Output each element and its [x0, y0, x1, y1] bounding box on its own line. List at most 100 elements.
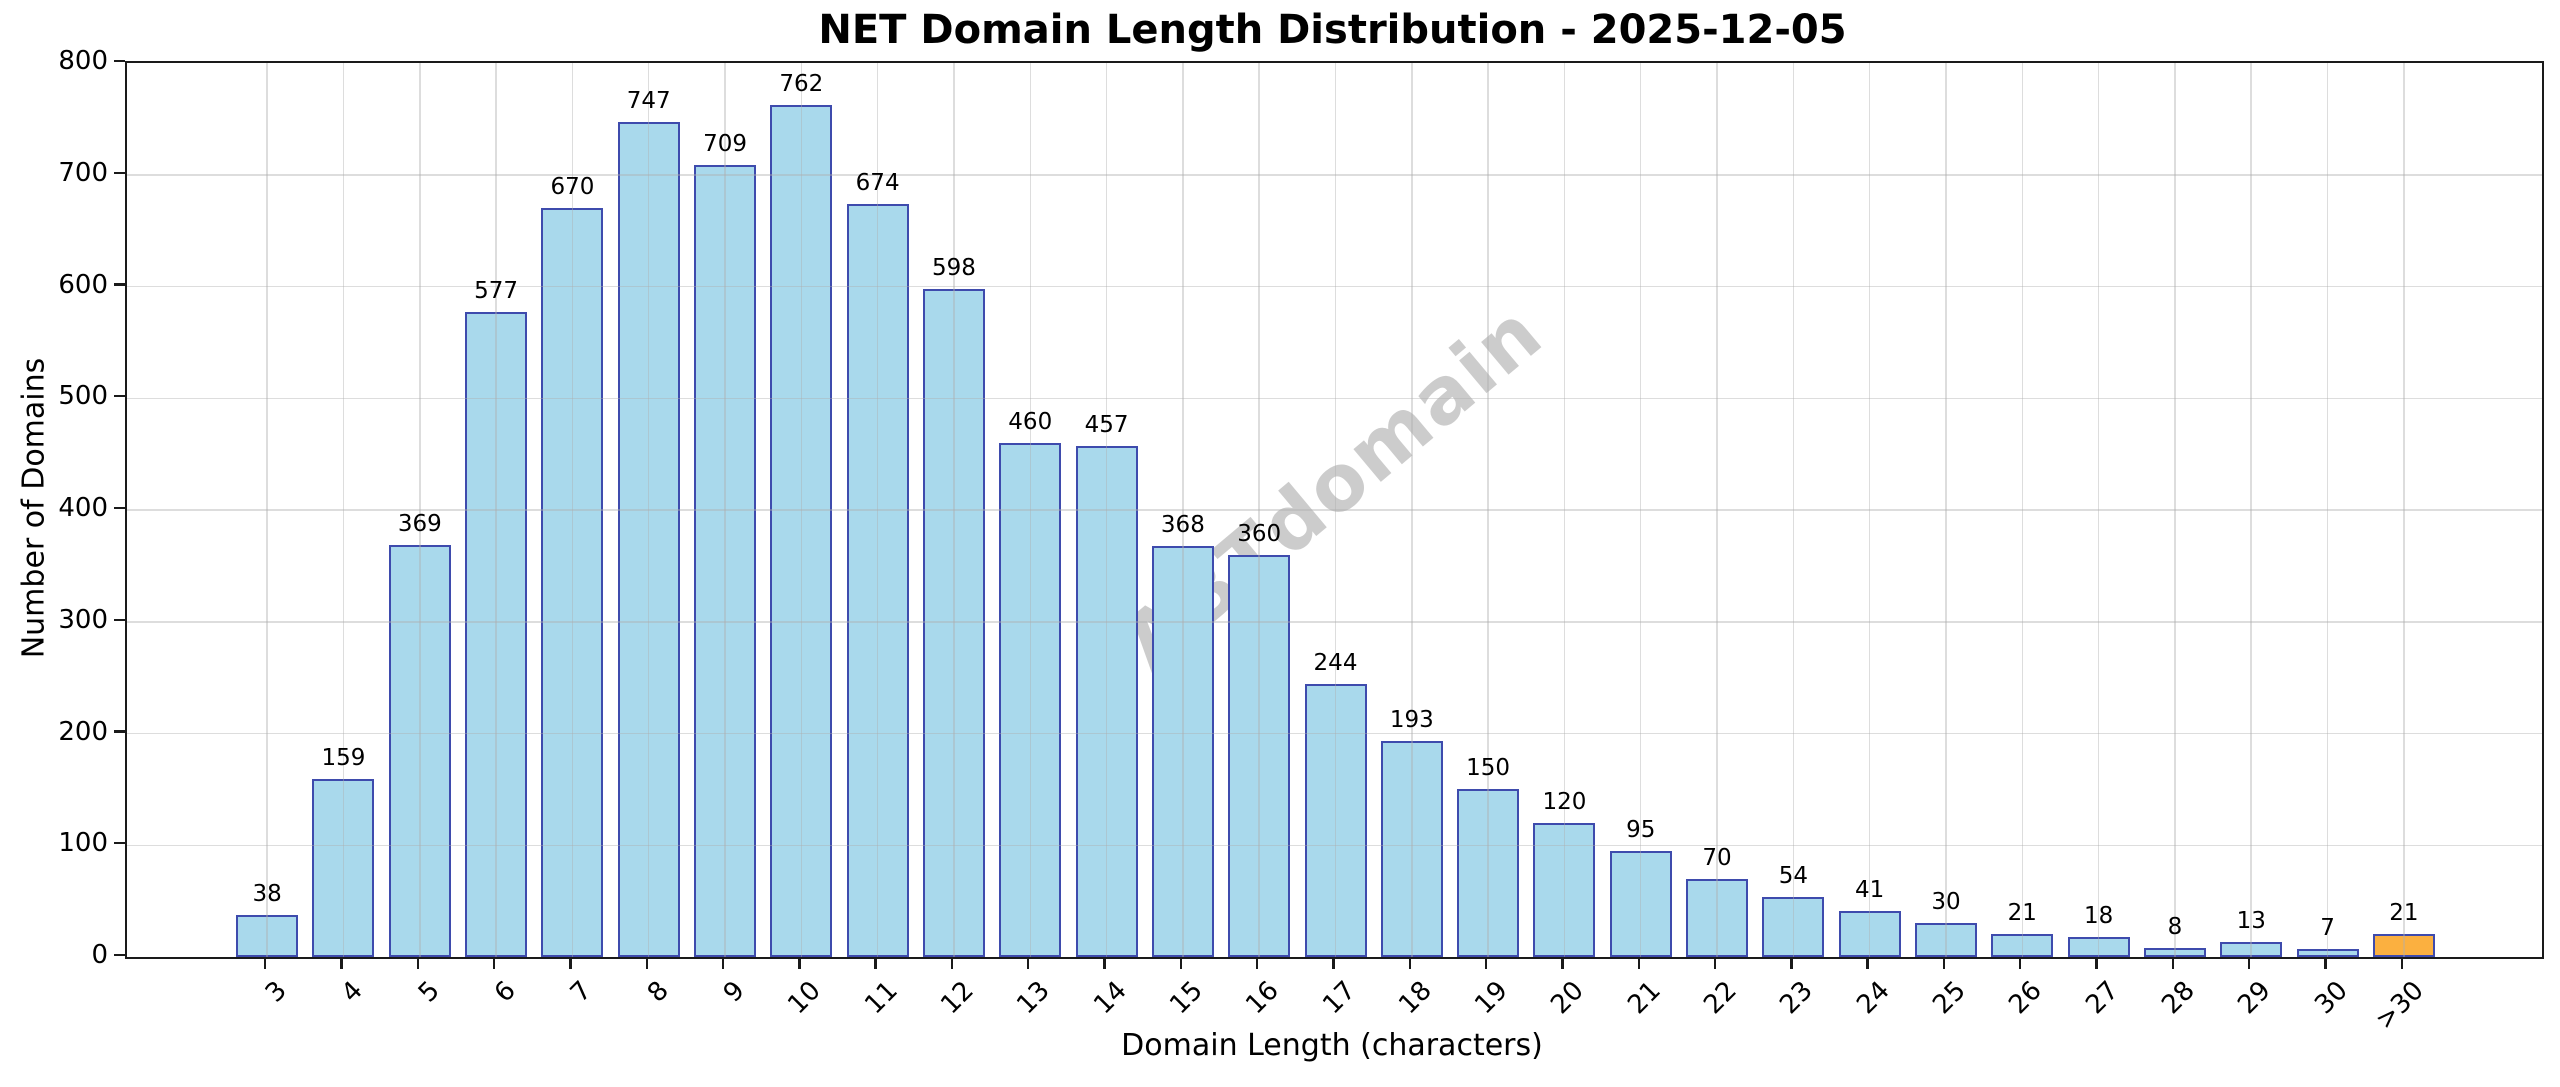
- x-tick-label: 17: [1316, 975, 1362, 1021]
- bar-value-label: 368: [1160, 511, 1205, 538]
- bar: [312, 779, 375, 957]
- gridline-vertical: [2403, 63, 2405, 957]
- x-tick-mark: [1408, 957, 1411, 969]
- y-tick-label: 200: [58, 716, 108, 747]
- x-tick-mark: [1790, 957, 1793, 969]
- x-tick-mark: [645, 957, 648, 969]
- bar-value-label: 457: [1084, 412, 1129, 439]
- x-tick-mark: [1713, 957, 1717, 969]
- x-tick-mark: [492, 957, 496, 969]
- bar-value-label: 150: [1466, 755, 1511, 782]
- x-tick-mark: [2171, 957, 2175, 969]
- bar-value-label: 244: [1313, 650, 1358, 677]
- bar-value-label: 21: [2007, 899, 2037, 926]
- bar: [1380, 741, 1443, 957]
- bar-value-label: 95: [1626, 816, 1656, 843]
- x-tick-mark: [2324, 957, 2327, 969]
- x-tick-label: 10: [782, 975, 828, 1021]
- bar: [1228, 554, 1291, 957]
- bar: [770, 105, 833, 957]
- x-tick-mark: [416, 957, 419, 969]
- gridline-vertical: [2174, 63, 2176, 957]
- bar-value-label: 70: [1702, 844, 1732, 871]
- x-tick-label: 20: [1545, 975, 1591, 1021]
- x-axis-title: Domain Length (characters): [1121, 1028, 1543, 1063]
- y-tick-label: 700: [58, 157, 108, 188]
- bar: [2067, 936, 2130, 957]
- bar: [1762, 896, 1825, 957]
- y-tick-label: 800: [58, 46, 108, 76]
- x-tick-label: 26: [2003, 975, 2049, 1021]
- bar-value-label: 747: [626, 88, 671, 115]
- chart-title: NET Domain Length Distribution - 2025-12…: [818, 7, 1847, 53]
- y-tick-mark: [114, 506, 125, 510]
- x-tick-label: 23: [1774, 975, 1820, 1021]
- x-tick-mark: [2095, 957, 2098, 969]
- y-tick-label: 100: [58, 828, 108, 859]
- bar-value-label: 460: [1008, 408, 1053, 435]
- bar: [1457, 789, 1520, 957]
- x-tick-label: 5: [412, 975, 446, 1009]
- gridline-vertical: [1716, 63, 1718, 957]
- x-tick-mark: [1484, 957, 1488, 969]
- bar: [2372, 933, 2435, 957]
- bar: [694, 164, 757, 957]
- y-tick-mark: [114, 395, 125, 398]
- bar: [541, 208, 604, 957]
- bar: [1991, 933, 2054, 957]
- y-tick-label: 600: [58, 269, 108, 300]
- x-tick-label: 18: [1392, 975, 1438, 1021]
- x-tick-label: 12: [935, 975, 980, 1021]
- plot-area: ABTdomain 38 159 369 577 670 747 709 762 674 598 4…: [125, 61, 2544, 959]
- x-tick-mark: [1179, 957, 1183, 969]
- y-tick-mark: [114, 842, 125, 845]
- x-tick-label: 27: [2079, 975, 2125, 1021]
- bar: [2143, 948, 2206, 957]
- bar-value-label: 709: [703, 130, 747, 157]
- x-tick-label: 25: [1927, 975, 1972, 1021]
- bar-value-label: 159: [321, 745, 366, 772]
- bar: [1609, 850, 1672, 957]
- x-tick-label: 6: [488, 975, 522, 1009]
- bar: [388, 544, 451, 957]
- x-tick-label: 24: [1850, 975, 1896, 1021]
- bar: [846, 203, 909, 957]
- x-tick-label: 4: [336, 975, 370, 1009]
- y-tick-label: 500: [58, 381, 108, 412]
- bar: [1914, 923, 1977, 957]
- gridline-vertical: [1792, 63, 1795, 957]
- bar: [1838, 911, 1901, 957]
- y-tick-label: 0: [91, 940, 108, 970]
- bar-value-label: 369: [397, 510, 442, 537]
- x-tick-mark: [1332, 957, 1335, 969]
- bar-value-label: 120: [1542, 788, 1587, 815]
- y-tick-mark: [114, 59, 125, 63]
- bar-value-label: 30: [1931, 889, 1961, 916]
- bar: [1075, 446, 1138, 957]
- y-tick-mark: [114, 283, 125, 286]
- bar: [1304, 684, 1367, 957]
- x-tick-mark: [263, 957, 267, 969]
- bar-value-label: 54: [1778, 862, 1808, 889]
- x-tick-mark: [2248, 957, 2251, 969]
- y-tick-mark: [114, 618, 125, 621]
- x-tick-mark: [2400, 957, 2404, 969]
- x-tick-mark: [1637, 957, 1640, 969]
- y-tick-label: 300: [58, 604, 108, 635]
- x-tick-label: 16: [1240, 975, 1285, 1021]
- gridline-vertical: [2097, 63, 2100, 957]
- gridline-vertical: [1868, 63, 1871, 957]
- bar-value-label: 193: [1389, 707, 1434, 734]
- bar: [2296, 949, 2359, 957]
- y-tick-mark: [114, 730, 125, 733]
- x-tick-label: 7: [565, 975, 599, 1009]
- x-tick-label: 8: [641, 975, 675, 1009]
- bar-value-label: 360: [1237, 520, 1282, 547]
- x-tick-mark: [1255, 957, 1259, 969]
- bar-value-label: 670: [550, 174, 595, 201]
- x-tick-label: 30: [2308, 975, 2354, 1021]
- bar-value-label: 21: [2389, 899, 2419, 926]
- bar: [236, 914, 299, 957]
- x-tick-label: 9: [717, 975, 751, 1009]
- x-tick-label: 29: [2232, 975, 2278, 1021]
